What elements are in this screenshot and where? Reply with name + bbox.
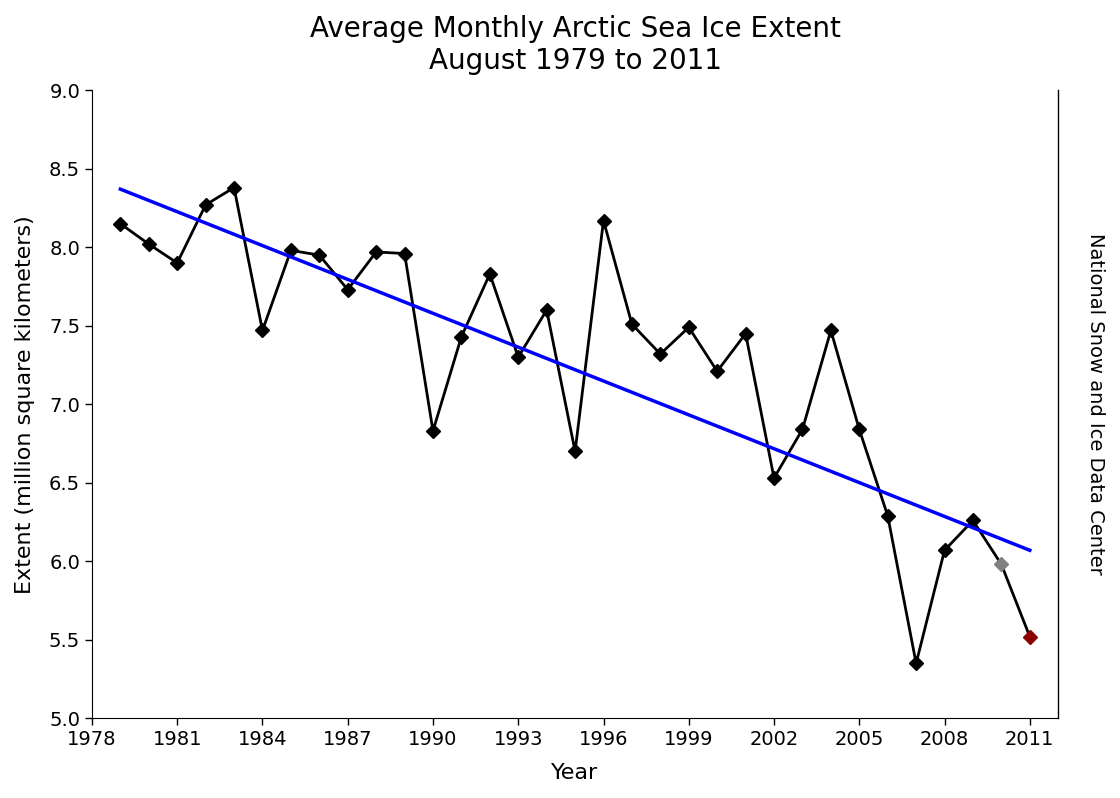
X-axis label: Year: Year [551,763,599,783]
Y-axis label: Extent (million square kilometers): Extent (million square kilometers) [15,215,35,594]
Title: Average Monthly Arctic Sea Ice Extent
August 1979 to 2011: Average Monthly Arctic Sea Ice Extent Au… [309,15,840,75]
Y-axis label: National Snow and Ice Data Center: National Snow and Ice Data Center [1086,233,1105,575]
